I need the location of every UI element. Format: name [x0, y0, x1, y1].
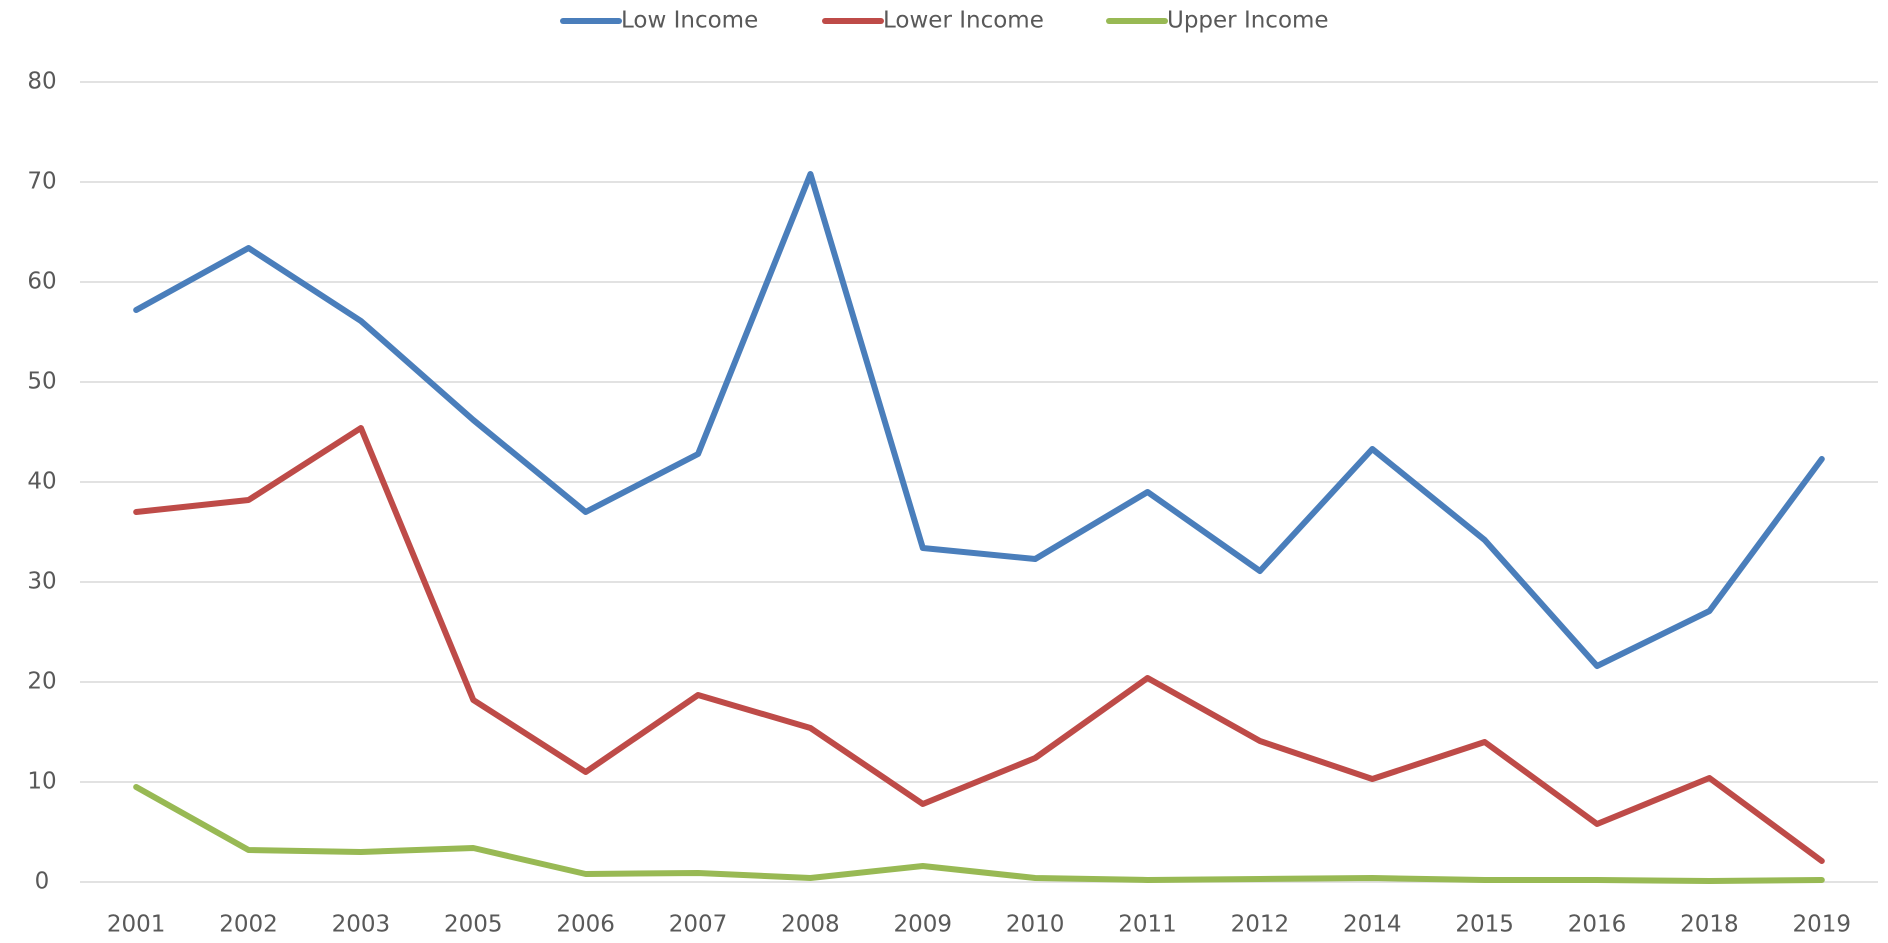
y-tick-label: 30: [27, 569, 56, 595]
y-tick-label: 60: [27, 269, 56, 295]
x-tick-label: 2015: [1455, 912, 1514, 938]
x-tick-label: 2003: [332, 912, 391, 938]
y-tick-label: 50: [27, 369, 56, 395]
line-series: [133, 171, 1825, 669]
legend-label: Low Income: [621, 8, 758, 34]
x-tick-label: 2011: [1118, 912, 1177, 938]
x-tick-label: 2002: [219, 912, 278, 938]
legend-label: Lower Income: [883, 8, 1044, 34]
line-series: [133, 425, 1825, 864]
x-tick-label: 2009: [894, 912, 953, 938]
x-tick-label: 2010: [1006, 912, 1065, 938]
x-tick-label: 2005: [444, 912, 503, 938]
x-tick-label: 2008: [781, 912, 840, 938]
x-tick-label: 2001: [107, 912, 166, 938]
x-tick-label: 2019: [1793, 912, 1852, 938]
x-tick-label: 2006: [556, 912, 615, 938]
line-series: [133, 784, 1825, 884]
x-tick-label: 2018: [1680, 912, 1739, 938]
y-tick-label: 20: [27, 669, 56, 695]
y-tick-label: 70: [27, 169, 56, 195]
x-tick-label: 2016: [1568, 912, 1627, 938]
y-tick-label: 0: [35, 869, 50, 895]
x-tick-label: 2014: [1343, 912, 1402, 938]
y-tick-label: 80: [27, 69, 56, 95]
legend-label: Upper Income: [1167, 8, 1329, 34]
x-tick-label: 2007: [669, 912, 728, 938]
x-tick-label: 2012: [1231, 912, 1290, 938]
y-tick-label: 40: [27, 469, 56, 495]
y-tick-label: 10: [27, 769, 56, 795]
